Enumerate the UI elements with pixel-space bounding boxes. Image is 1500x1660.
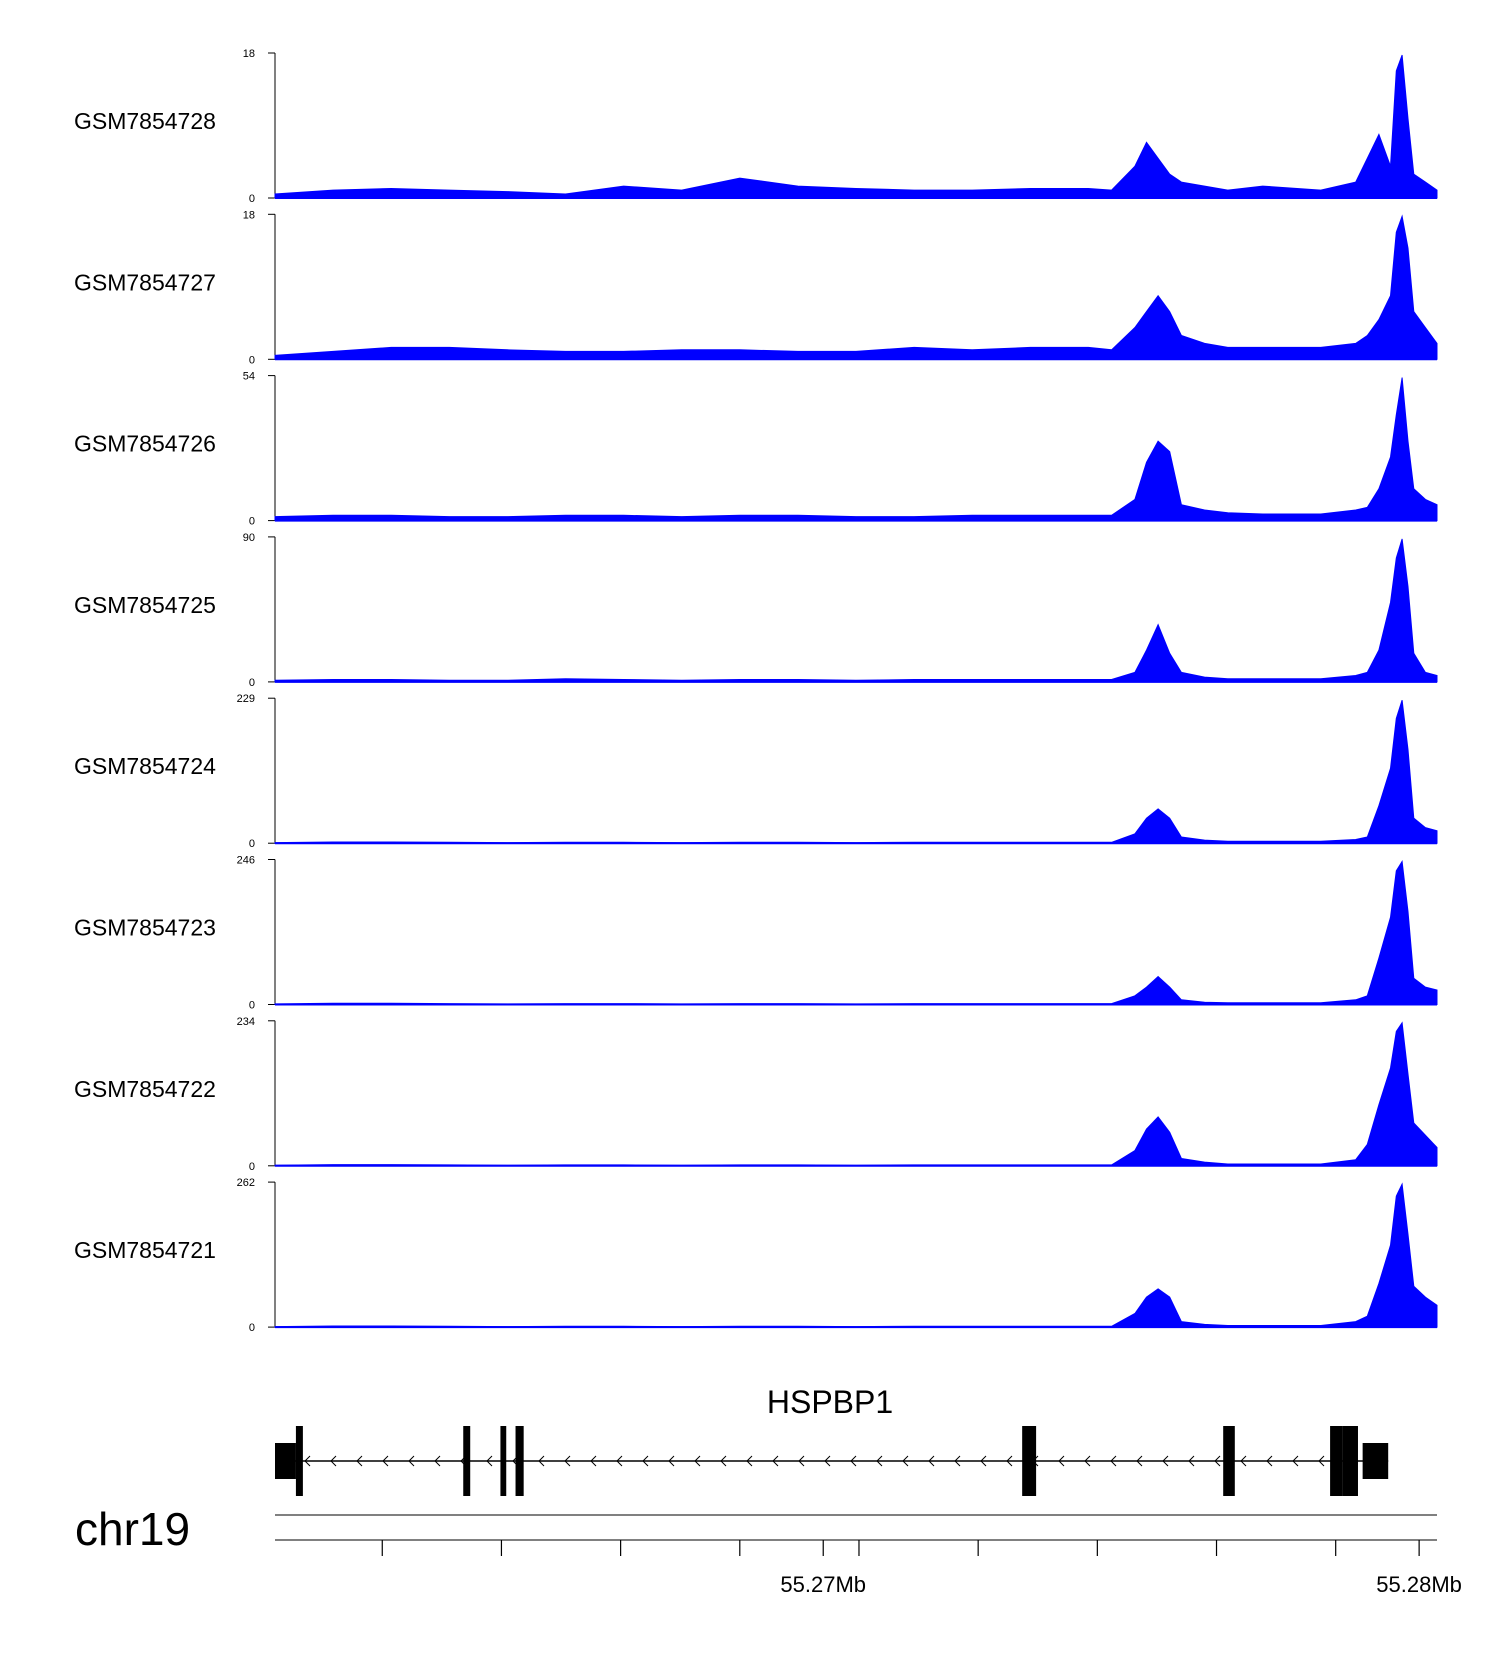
y-max-label: 234 xyxy=(237,1016,255,1028)
coverage-area xyxy=(274,1182,1438,1328)
strand-arrow xyxy=(1188,1455,1195,1467)
exon xyxy=(515,1426,524,1496)
strand-arrow xyxy=(330,1455,337,1467)
exon xyxy=(295,1426,303,1496)
strand-arrow xyxy=(668,1455,675,1467)
y-max-label: 18 xyxy=(243,48,255,60)
y-min-label: 0 xyxy=(249,516,255,528)
track-GSM7854721: GSM7854721 262 0 xyxy=(74,1177,1438,1334)
strand-arrow xyxy=(434,1455,441,1467)
coverage-area xyxy=(274,538,1438,683)
y-min-label: 0 xyxy=(249,677,255,689)
strand-arrow xyxy=(980,1455,987,1467)
track-GSM7854726: GSM7854726 54 0 xyxy=(74,371,1438,528)
strand-arrow xyxy=(876,1455,883,1467)
exon xyxy=(1330,1426,1343,1496)
track-label: GSM7854725 xyxy=(74,592,216,618)
strand-arrow xyxy=(1318,1455,1325,1467)
strand-arrow xyxy=(1136,1455,1143,1467)
strand-arrow xyxy=(1162,1455,1169,1467)
strand-arrow xyxy=(1084,1455,1091,1467)
coverage-area xyxy=(274,377,1438,522)
track-label: GSM7854726 xyxy=(74,431,216,457)
exon xyxy=(1362,1443,1389,1479)
strand-arrow xyxy=(772,1455,779,1467)
strand-arrow xyxy=(1006,1455,1013,1467)
track-GSM7854722: GSM7854722 234 0 xyxy=(74,1016,1438,1173)
track-label: GSM7854728 xyxy=(74,108,216,134)
y-min-label: 0 xyxy=(249,1322,255,1334)
strand-arrow xyxy=(356,1455,363,1467)
strand-arrow xyxy=(564,1455,571,1467)
strand-arrow xyxy=(720,1455,727,1467)
gene-track: HSPBP1 xyxy=(275,1384,1389,1496)
y-max-label: 246 xyxy=(237,855,255,867)
y-min-label: 0 xyxy=(249,193,255,205)
exon xyxy=(500,1426,507,1496)
axis-ticks: 55.27Mb 55.28Mb xyxy=(381,1540,1462,1597)
track-GSM7854728: GSM7854728 18 0 xyxy=(74,48,1438,205)
strand-arrow xyxy=(538,1455,545,1467)
track-label: GSM7854721 xyxy=(74,1237,216,1263)
exon xyxy=(1223,1426,1235,1496)
strand-arrow xyxy=(746,1455,753,1467)
strand-arrow xyxy=(382,1455,389,1467)
exon xyxy=(1022,1426,1037,1496)
axis-tick-label: 55.28Mb xyxy=(1376,1572,1462,1597)
y-min-label: 0 xyxy=(249,1000,255,1012)
exon xyxy=(463,1426,471,1496)
strand-arrow xyxy=(1240,1455,1247,1467)
exon xyxy=(275,1443,296,1479)
strand-arrow xyxy=(824,1455,831,1467)
track-GSM7854723: GSM7854723 246 0 xyxy=(74,855,1438,1012)
strand-arrow xyxy=(1214,1455,1221,1467)
strand-arrow xyxy=(798,1455,805,1467)
y-max-label: 54 xyxy=(243,371,255,383)
chromosome-label: chr19 xyxy=(75,1503,190,1555)
strand-arrow xyxy=(928,1455,935,1467)
coverage-area xyxy=(274,700,1438,844)
y-min-label: 0 xyxy=(249,354,255,366)
genomic-axis: 55.27Mb 55.28Mb chr19 xyxy=(75,1503,1462,1597)
y-max-label: 262 xyxy=(237,1177,255,1189)
coverage-area xyxy=(274,214,1438,360)
track-label: GSM7854727 xyxy=(74,269,216,295)
y-min-label: 0 xyxy=(249,1161,255,1173)
strand-arrow xyxy=(694,1455,701,1467)
strand-arrow xyxy=(1266,1455,1273,1467)
exon xyxy=(1342,1426,1358,1496)
y-max-label: 90 xyxy=(243,532,255,544)
track-GSM7854724: GSM7854724 229 0 xyxy=(74,693,1438,850)
y-max-label: 229 xyxy=(237,693,255,705)
strand-arrow xyxy=(954,1455,961,1467)
track-label: GSM7854724 xyxy=(74,753,216,779)
y-max-label: 18 xyxy=(243,209,255,221)
coverage-area xyxy=(274,860,1438,1005)
strand-arrow xyxy=(902,1455,909,1467)
strand-arrow xyxy=(1058,1455,1065,1467)
coverage-tracks: GSM7854728180GSM7854727180GSM7854726540G… xyxy=(74,48,1438,1334)
track-label: GSM7854723 xyxy=(74,915,216,941)
coverage-area xyxy=(274,54,1438,199)
gene-label: HSPBP1 xyxy=(767,1384,893,1420)
strand-arrow xyxy=(408,1455,415,1467)
strand-arrow xyxy=(486,1455,493,1467)
track-GSM7854725: GSM7854725 90 0 xyxy=(74,532,1438,689)
strand-arrow xyxy=(642,1455,649,1467)
strand-arrow xyxy=(1292,1455,1299,1467)
coverage-area xyxy=(274,1021,1438,1167)
strand-arrow xyxy=(616,1455,623,1467)
strand-arrow xyxy=(1110,1455,1117,1467)
y-min-label: 0 xyxy=(249,838,255,850)
track-GSM7854727: GSM7854727 18 0 xyxy=(74,209,1438,366)
strand-arrow xyxy=(850,1455,857,1467)
strand-arrow xyxy=(590,1455,597,1467)
strand-arrow xyxy=(304,1455,311,1467)
axis-tick-label: 55.27Mb xyxy=(780,1572,866,1597)
track-label: GSM7854722 xyxy=(74,1076,216,1102)
gene-structure xyxy=(275,1426,1389,1496)
